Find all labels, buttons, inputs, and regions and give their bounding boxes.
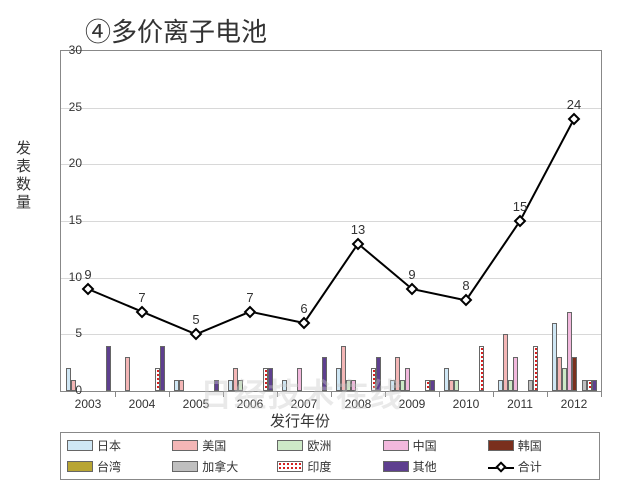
- line-value-label: 13: [351, 222, 365, 237]
- chart-title: ④多价离子电池: [85, 12, 267, 49]
- y-axis-label: 发表数量: [16, 140, 32, 212]
- legend-label: 韩国: [518, 437, 542, 454]
- x-tick-label: 2012: [561, 397, 588, 411]
- legend-swatch: [172, 440, 198, 451]
- x-tick-label: 2010: [453, 397, 480, 411]
- legend-item: 美国: [172, 437, 277, 454]
- legend-label: 台湾: [97, 458, 121, 475]
- legend-swatch: [277, 440, 303, 451]
- legend-item: 印度: [277, 458, 382, 475]
- legend-label: 欧洲: [307, 437, 331, 454]
- category-separator: [493, 391, 494, 397]
- plot-area: 2003200420052006200720082009201020112012…: [60, 50, 602, 392]
- category-separator: [223, 391, 224, 397]
- legend-swatch: [488, 461, 514, 472]
- legend-swatch: [488, 440, 514, 451]
- legend-label: 日本: [97, 437, 121, 454]
- line-value-label: 8: [462, 278, 469, 293]
- line-value-label: 7: [138, 290, 145, 305]
- legend-item: 韩国: [488, 437, 593, 454]
- line-value-label: 7: [246, 290, 253, 305]
- category-separator: [115, 391, 116, 397]
- legend-swatch: [67, 440, 93, 451]
- legend-swatch: [383, 440, 409, 451]
- legend-swatch: [383, 461, 409, 472]
- legend-swatch: [67, 461, 93, 472]
- x-axis-label: 发行年份: [270, 410, 330, 431]
- chart-container: ④多价离子电池 发表数量 200320042005200620072008200…: [0, 0, 630, 500]
- legend-label: 印度: [307, 458, 331, 475]
- legend-item: 合计: [488, 458, 593, 475]
- category-separator: [547, 391, 548, 397]
- x-tick-label: 2003: [75, 397, 102, 411]
- category-separator: [439, 391, 440, 397]
- x-tick-label: 2007: [291, 397, 318, 411]
- legend-swatch: [172, 461, 198, 472]
- category-separator: [277, 391, 278, 397]
- line-value-label: 24: [567, 97, 581, 112]
- category-separator: [169, 391, 170, 397]
- x-tick-label: 2008: [345, 397, 372, 411]
- category-separator: [331, 391, 332, 397]
- legend-label: 中国: [413, 437, 437, 454]
- legend-item: 其他: [383, 458, 488, 475]
- legend: 日本 美国 欧洲 中国 韩国台湾 加拿大 印度 其他 合计: [60, 432, 600, 480]
- x-tick-label: 2011: [507, 397, 533, 411]
- legend-label: 其他: [413, 458, 437, 475]
- x-tick-label: 2006: [237, 397, 264, 411]
- category-separator: [601, 391, 602, 397]
- line-value-label: 6: [300, 301, 307, 316]
- legend-label: 合计: [518, 458, 542, 475]
- legend-label: 美国: [202, 437, 226, 454]
- legend-label: 加拿大: [202, 458, 238, 475]
- x-tick-label: 2009: [399, 397, 426, 411]
- line-value-label: 15: [513, 199, 527, 214]
- legend-item: 日本: [67, 437, 172, 454]
- line-value-label: 9: [84, 267, 91, 282]
- legend-item: 中国: [383, 437, 488, 454]
- legend-item: 欧洲: [277, 437, 382, 454]
- legend-item: 加拿大: [172, 458, 277, 475]
- line-value-label: 5: [192, 312, 199, 327]
- category-separator: [385, 391, 386, 397]
- legend-item: 台湾: [67, 458, 172, 475]
- legend-swatch: [277, 461, 303, 472]
- line-value-label: 9: [408, 267, 415, 282]
- x-tick-label: 2004: [129, 397, 156, 411]
- x-tick-label: 2005: [183, 397, 210, 411]
